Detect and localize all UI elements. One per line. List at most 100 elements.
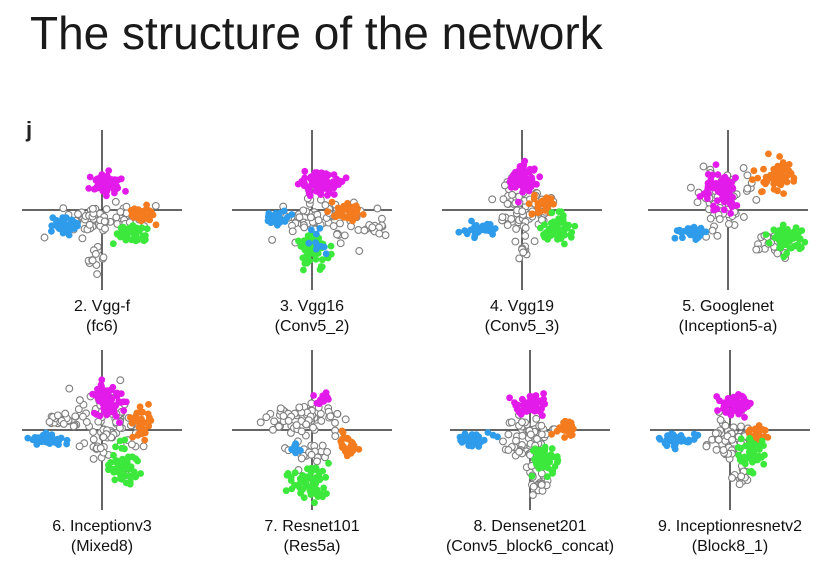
gray-point — [85, 220, 94, 229]
gray-point — [341, 415, 350, 424]
magenta-point — [106, 404, 114, 412]
gray-point — [292, 421, 301, 430]
orange-point — [340, 202, 347, 210]
gray-point — [262, 413, 271, 422]
gray-point — [122, 202, 131, 211]
gray-point — [533, 435, 541, 443]
gray-point — [40, 233, 49, 242]
gray-point — [507, 214, 516, 223]
gray-point — [99, 253, 108, 262]
blue-point — [475, 438, 482, 446]
magenta-point — [528, 405, 536, 413]
gray-point — [268, 425, 277, 434]
magenta-point — [306, 175, 314, 182]
magenta-point — [96, 412, 104, 420]
green-point — [776, 237, 783, 245]
green-point — [557, 208, 565, 216]
scatter-plot — [22, 130, 182, 290]
orange-point — [340, 213, 348, 221]
blue-point — [288, 446, 295, 453]
magenta-point — [738, 392, 746, 400]
magenta-point — [108, 176, 116, 183]
magenta-point — [338, 178, 346, 185]
blue-point — [48, 227, 55, 235]
magenta-point — [515, 198, 522, 206]
green-point — [779, 221, 787, 229]
magenta-point — [730, 393, 737, 401]
orange-point — [562, 418, 569, 425]
green-point — [282, 487, 290, 495]
gray-point — [111, 197, 120, 206]
gray-point — [100, 217, 109, 226]
magenta-point — [313, 169, 321, 176]
magenta-point — [727, 399, 735, 407]
caption-line2: (Conv5_3) — [484, 318, 560, 335]
gray-point — [112, 213, 121, 222]
gray-point — [537, 421, 546, 430]
gray-point — [728, 435, 737, 444]
gray-point — [314, 216, 323, 225]
magenta-point — [506, 178, 514, 186]
gray-point — [737, 422, 745, 431]
gray-point — [521, 224, 530, 232]
gray-point — [295, 403, 304, 412]
green-point — [291, 481, 298, 489]
blue-point — [65, 231, 73, 239]
gray-point — [297, 427, 306, 436]
blue-point — [468, 442, 476, 450]
gray-point — [519, 248, 528, 257]
gray-point — [521, 231, 530, 240]
gray-point — [71, 412, 80, 421]
magenta-point — [716, 397, 723, 405]
magenta-point — [712, 161, 720, 168]
magenta-point — [518, 409, 526, 416]
orange-point — [138, 415, 145, 423]
magenta-point — [720, 206, 728, 214]
magenta-point — [719, 194, 726, 202]
gray-point — [529, 482, 538, 491]
green-point — [548, 209, 556, 217]
orange-point — [137, 217, 145, 225]
blue-point — [679, 234, 686, 242]
orange-point — [145, 422, 153, 430]
green-point — [780, 253, 788, 261]
orange-point — [347, 442, 355, 449]
blue-point — [475, 443, 483, 450]
orange-point — [324, 208, 331, 215]
gray-point — [127, 440, 136, 449]
gray-point — [99, 433, 108, 442]
gray-point — [752, 245, 761, 254]
blue-point — [461, 227, 469, 234]
green-point — [770, 226, 778, 234]
gray-point — [307, 450, 316, 459]
green-point — [121, 436, 129, 444]
caption-line1: 3. Vgg16 — [279, 298, 345, 315]
green-point — [749, 455, 757, 462]
orange-point — [332, 213, 340, 221]
gray-point — [708, 226, 717, 235]
gray-point — [276, 404, 285, 413]
gray-point — [326, 412, 335, 421]
gray-point — [518, 431, 527, 440]
green-point — [548, 445, 556, 452]
scatter-panel-inceptionv3: 6. Inceptionv3 (Mixed8) — [2, 345, 202, 565]
scatter-plot — [442, 130, 602, 290]
gray-point — [82, 418, 91, 426]
gray-point — [512, 436, 520, 445]
gray-point — [69, 422, 78, 431]
gray-point — [488, 195, 497, 204]
green-point — [132, 473, 140, 481]
gray-point — [333, 230, 341, 239]
green-point — [109, 240, 117, 248]
blue-point — [38, 437, 46, 445]
magenta-point — [729, 193, 736, 201]
orange-point — [745, 428, 753, 435]
gray-point — [503, 199, 512, 208]
orange-point — [149, 211, 157, 219]
gray-point — [724, 220, 733, 228]
caption-line1: 5. Googlenet — [682, 298, 774, 315]
magenta-point — [528, 399, 535, 407]
gray-point — [499, 437, 507, 446]
green-point — [571, 222, 579, 230]
green-point — [295, 237, 302, 245]
